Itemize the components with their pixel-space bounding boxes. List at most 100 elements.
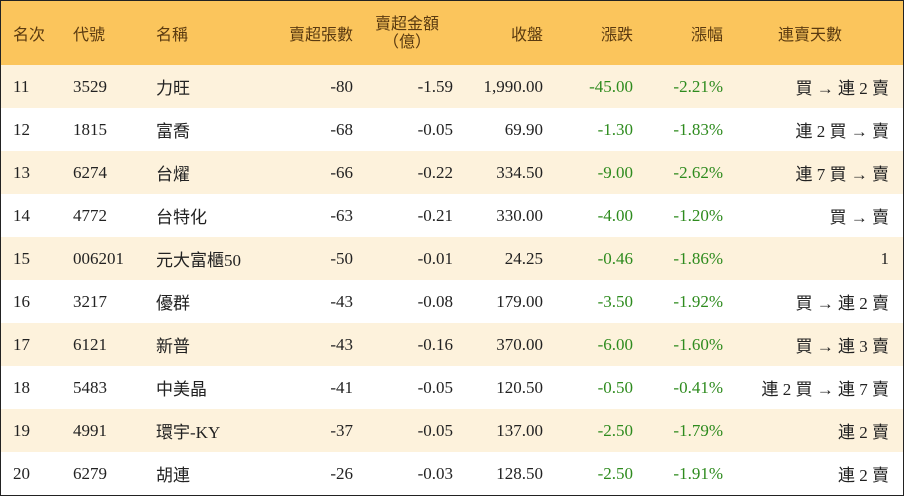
table-cell: 連 2 賣 (838, 423, 889, 442)
header-cell: 收盤 (510, 25, 543, 44)
table-cell: 6121 (73, 334, 107, 354)
table-cell: 137.00 (496, 420, 543, 440)
table-cell: -0.46 (597, 248, 633, 268)
table-cell: 16 (13, 291, 30, 311)
table-cell: 元大富櫃50 (156, 251, 241, 270)
table-row: 15 006201 元大富櫃50 -50 -0.01 24.25 -0.46 -1.86% 1 (1, 237, 903, 280)
table-cell: -1.92% (673, 291, 723, 311)
table-cell: 環宇-KY (156, 423, 221, 442)
table-cell: 4991 (73, 420, 107, 440)
table-cell: 力旺 (156, 79, 190, 98)
table-cell: -1.20% (673, 205, 723, 225)
table-row: 20 6279 胡連 -26 -0.03 128.50 -2.50 -1.91% 連 2 賣 (1, 452, 903, 495)
table-cell: 5483 (73, 377, 107, 397)
table-cell: -0.03 (417, 463, 453, 483)
table-cell: -1.83% (673, 119, 723, 139)
table-cell: -1.86% (673, 248, 723, 268)
table-row: 18 5483 中美晶 -41 -0.05 120.50 -0.50 -0.41% 連 2 買 … (1, 366, 903, 409)
table-cell: -0.01 (417, 248, 453, 268)
table-cell: 6279 (73, 463, 107, 483)
table-cell: -1.91% (673, 463, 723, 483)
table-cell: -6.00 (597, 334, 633, 354)
table-cell: 買 → 連 2 賣 (795, 294, 890, 313)
table-cell: 179.00 (496, 291, 543, 311)
header-cell: 漲跌 (600, 25, 633, 44)
table-cell: 128.50 (496, 463, 543, 483)
table-cell: 4772 (73, 205, 107, 225)
table-cell: 006201 (73, 248, 124, 268)
table-cell: 15 (13, 248, 30, 268)
table-cell: 連 7 買 → 賣 (795, 165, 890, 184)
header-cell: 賣超金額 （億） (361, 1, 453, 65)
table-cell: 17 (13, 334, 30, 354)
table-cell: -41 (330, 377, 353, 397)
table-cell: -0.05 (417, 119, 453, 139)
table-cell: 買 → 連 2 賣 (795, 79, 890, 98)
header-cell: 代號 (73, 25, 106, 44)
table-cell: 連 2 買 → 賣 (795, 122, 890, 141)
table-cell: -0.41% (673, 377, 723, 397)
table-cell: 120.50 (496, 377, 543, 397)
table-cell: -2.50 (597, 420, 633, 440)
table-cell: 13 (13, 162, 30, 182)
table-cell: -2.50 (597, 463, 633, 483)
header-text: 賣超金額 (374, 14, 439, 33)
table-cell: -0.16 (417, 334, 453, 354)
table-cell: -3.50 (597, 291, 633, 311)
table-cell: 370.00 (496, 334, 543, 354)
header-cell: 連賣天數 (777, 25, 842, 44)
table-cell: -2.62% (673, 162, 723, 182)
header-row: 名次 代號 名稱 賣超張數 賣超金額 （億） 收盤 漲跌 漲幅 連賣天數 (1, 1, 903, 66)
table-cell: -1.59 (417, 76, 453, 96)
table-cell: -50 (330, 248, 353, 268)
table-cell: 69.90 (504, 119, 543, 139)
table-cell: -0.08 (417, 291, 453, 311)
table-cell: 12 (13, 119, 30, 139)
table-cell: 買 → 連 3 賣 (795, 337, 890, 356)
table-row: 11 3529 力旺 -80 -1.59 1,990.00 -45.00 -2.21% 買 → … (1, 65, 903, 108)
table-cell: 19 (13, 420, 30, 440)
table-cell: -26 (330, 463, 353, 483)
table-cell: -66 (330, 162, 353, 182)
header-cell: 名次 (13, 25, 46, 44)
header-cell: 漲幅 (690, 25, 723, 44)
table-cell: 胡連 (156, 466, 190, 485)
table-cell: 3217 (73, 291, 107, 311)
table-row: 14 4772 台特化 -63 -0.21 330.00 -4.00 -1.20% 買 → 賣 (1, 194, 903, 237)
table-cell: -0.22 (417, 162, 453, 182)
table-row: 17 6121 新普 -43 -0.16 370.00 -6.00 -1.60% 買 → 連 3… (1, 323, 903, 366)
table-cell: 18 (13, 377, 30, 397)
table-cell: 11 (13, 76, 30, 96)
table-cell: 富喬 (156, 122, 190, 141)
table-cell: 20 (13, 463, 30, 483)
table-cell: -0.05 (417, 420, 453, 440)
table-cell: 1,990.00 (483, 76, 544, 96)
header-cell: 賣超張數 (288, 25, 353, 44)
table-cell: -63 (330, 205, 353, 225)
table-cell: -1.30 (597, 119, 633, 139)
table-cell: 24.25 (504, 248, 543, 268)
table-cell: 台特化 (156, 208, 207, 227)
table-row: 19 4991 環宇-KY -37 -0.05 137.00 -2.50 -1.79% 連 2 … (1, 409, 903, 452)
table-row: 16 3217 優群 -43 -0.08 179.00 -3.50 -1.92% 買 → 連 2… (1, 280, 903, 323)
table-cell: 6274 (73, 162, 107, 182)
table-cell: 14 (13, 205, 30, 225)
table-cell: -0.05 (417, 377, 453, 397)
table-cell: -0.50 (597, 377, 633, 397)
table-cell: -45.00 (589, 76, 633, 96)
table-cell: 330.00 (496, 205, 543, 225)
table-cell: -43 (330, 334, 353, 354)
table-cell: -37 (330, 420, 353, 440)
table-cell: 優群 (156, 294, 190, 313)
table-cell: 334.50 (496, 162, 543, 182)
table-cell: 連 2 買 → 連 7 賣 (761, 380, 890, 399)
table-cell: 1815 (73, 119, 107, 139)
table-cell: 3529 (73, 76, 107, 96)
table-cell: 中美晶 (156, 380, 207, 399)
table-cell: -68 (330, 119, 353, 139)
table-cell: -80 (330, 76, 353, 96)
table-cell: 連 2 賣 (838, 466, 889, 485)
table-cell: -2.21% (673, 76, 723, 96)
table-cell: 新普 (156, 337, 190, 356)
